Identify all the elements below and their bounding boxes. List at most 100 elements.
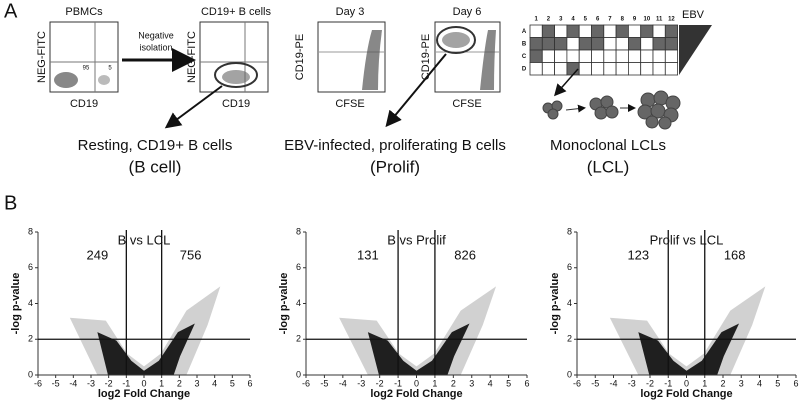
gate (214, 62, 258, 88)
flow-plot (199, 21, 269, 93)
count-label: 131 (357, 248, 379, 263)
x-tick-label: -4 (609, 378, 617, 388)
well (529, 37, 543, 51)
well (554, 49, 568, 63)
arrow-label: isolation (139, 42, 172, 52)
x-tick-label: -1 (122, 378, 130, 388)
flow-plot (317, 21, 386, 93)
column-label: 11 (656, 17, 663, 23)
arrow (565, 104, 586, 113)
x-tick-label: -5 (52, 378, 60, 388)
x-tick-label: 2 (720, 378, 725, 388)
well (615, 62, 629, 76)
caption: Monoclonal LCLs (550, 137, 666, 154)
cell-cluster (542, 90, 681, 130)
x-tick-label: 2 (177, 378, 182, 388)
well (664, 49, 678, 63)
cell-cloud (362, 30, 382, 90)
well (566, 49, 580, 63)
y-tick-label: 6 (296, 262, 301, 272)
arrow-label: Negative (138, 30, 174, 40)
row-label: C (522, 54, 527, 60)
x-tick-label: -1 (394, 378, 402, 388)
column-label: 1 (534, 17, 538, 23)
well (664, 62, 678, 76)
x-tick-label: 1 (702, 378, 707, 388)
axis-label: NEG-FITC (186, 31, 198, 83)
y-tick-label: 4 (567, 298, 572, 308)
axis-label: CD19-PE (420, 34, 432, 80)
x-axis-label: log2 Fold Change (98, 388, 190, 400)
x-tick-label: 0 (684, 378, 689, 388)
well (578, 37, 592, 51)
x-tick-label: 5 (230, 378, 235, 388)
column-label: 5 (584, 17, 588, 23)
well (591, 49, 605, 63)
column-label: 8 (621, 17, 625, 23)
well (603, 37, 617, 51)
caption-short: (B cell) (129, 157, 182, 176)
well (541, 37, 555, 51)
panel-label: A (4, 0, 18, 22)
well (628, 49, 642, 63)
x-tick-label: -3 (87, 378, 95, 388)
x-tick-label: 0 (414, 378, 419, 388)
well (591, 62, 605, 76)
x-tick-label: 3 (469, 378, 474, 388)
flow-plot (49, 21, 119, 93)
cell-cloud (98, 75, 110, 85)
y-tick-label: 2 (567, 334, 572, 344)
well (640, 62, 654, 76)
axis-label: NEG-FITC (36, 31, 48, 83)
well (664, 24, 678, 38)
well (578, 49, 592, 63)
y-tick-label: 2 (28, 334, 33, 344)
column-label: 2 (547, 17, 551, 23)
well (541, 24, 555, 38)
x-tick-label: -6 (302, 378, 310, 388)
well (652, 62, 666, 76)
cell-cloud (54, 72, 78, 88)
axis-label: CD19 (70, 98, 98, 110)
well (664, 37, 678, 51)
point-cloud (638, 323, 740, 375)
column-label: 9 (633, 17, 637, 23)
well (554, 62, 568, 76)
well (578, 62, 592, 76)
well (603, 62, 617, 76)
plot-title: CD19+ B cells (201, 6, 272, 18)
point-cloud (97, 323, 195, 375)
x-tick-label: -3 (628, 378, 636, 388)
well (652, 37, 666, 51)
well (591, 24, 605, 38)
count-label: 756 (180, 248, 202, 263)
well (578, 24, 592, 38)
point-cloud (69, 286, 221, 375)
well (615, 24, 629, 38)
x-tick-label: 3 (194, 378, 199, 388)
well (541, 49, 555, 63)
point-cloud (609, 286, 766, 375)
x-tick-label: 5 (775, 378, 780, 388)
y-tick-label: 0 (28, 369, 33, 379)
x-tick-label: 1 (159, 378, 164, 388)
column-label: 4 (571, 17, 575, 23)
axis-label: CFSE (335, 98, 364, 110)
well (615, 49, 629, 63)
x-axis-label: log2 Fold Change (640, 388, 732, 400)
well (615, 37, 629, 51)
well (566, 24, 580, 38)
y-tick-label: 8 (28, 226, 33, 236)
y-tick-label: 4 (28, 298, 33, 308)
x-tick-label: 4 (488, 378, 493, 388)
gate-value: 5 (108, 66, 112, 72)
arrow (164, 85, 223, 129)
y-axis-label: -log p-value (10, 273, 22, 335)
column-label: 12 (668, 17, 675, 23)
well (640, 49, 654, 63)
count-label: 826 (454, 248, 476, 263)
caption-short: (Prolif) (370, 157, 420, 176)
chart-title: Prolif vs LCL (650, 232, 724, 247)
plot-title: Day 3 (336, 6, 365, 18)
